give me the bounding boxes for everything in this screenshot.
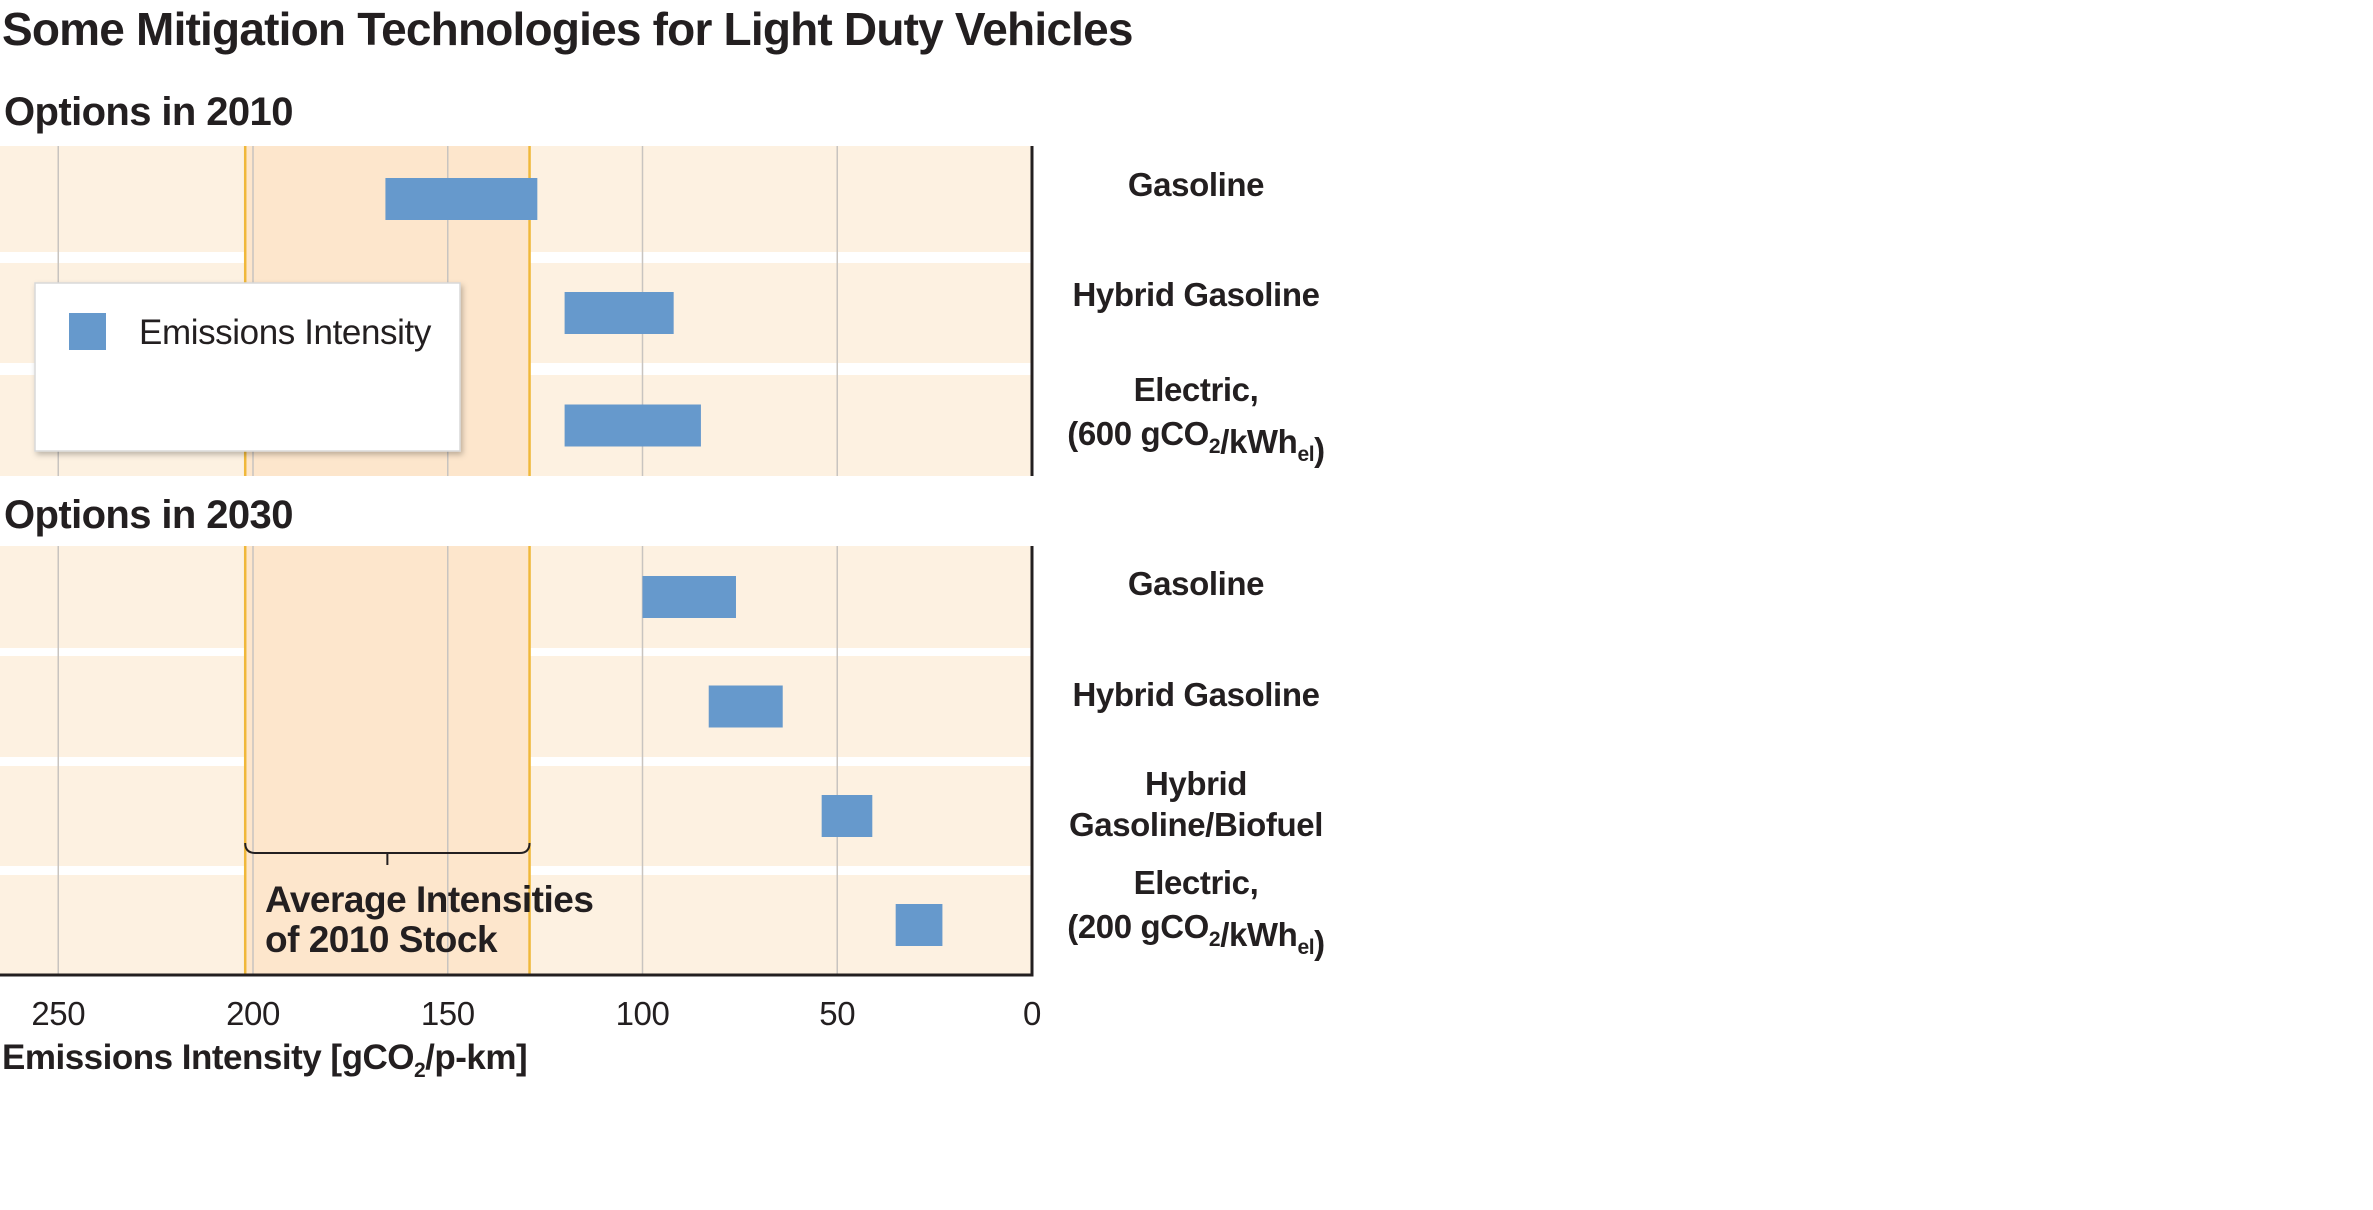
group-label-2010: Options in 2010 <box>4 90 293 134</box>
category-label: Gasoline/Biofuel <box>1069 806 1323 843</box>
x-tick-label: 50 <box>819 995 855 1032</box>
category-label: Gasoline <box>1128 565 1264 602</box>
legend-label: Emissions Intensity <box>139 313 432 352</box>
category-label: (200 gCO2/kWhel) <box>1067 908 1325 961</box>
annotation-line2: of 2010 Stock <box>265 919 498 960</box>
x-tick-label: 250 <box>31 995 85 1032</box>
annotation-bracket <box>244 842 531 865</box>
annotation: Average Intensities of 2010 Stock <box>244 842 594 960</box>
bar <box>821 795 873 837</box>
category-label: (600 gCO2/kWhel) <box>1067 415 1325 468</box>
reference-band-layer <box>243 146 531 975</box>
bar <box>385 178 538 220</box>
x-tick-label: 0 <box>1023 995 1041 1032</box>
bar <box>564 404 701 447</box>
legend-swatch <box>69 313 106 350</box>
axes-layer <box>0 146 1034 977</box>
bar <box>895 904 943 946</box>
category-label: Electric, <box>1134 864 1259 901</box>
bar <box>708 685 783 728</box>
category-labels: Gasoline Hybrid Gasoline Electric, (600 gCO… <box>1067 166 1325 961</box>
x-tick-label: 100 <box>616 995 670 1032</box>
legend-box <box>34 282 461 452</box>
x-tick-label: 200 <box>226 995 280 1032</box>
category-label: Hybrid Gasoline <box>1072 276 1319 313</box>
bar <box>564 292 674 334</box>
category-label: Hybrid Gasoline <box>1072 676 1319 713</box>
category-label: Electric, <box>1134 371 1259 408</box>
legend: Emissions Intensity <box>34 282 461 452</box>
x-tick-labels: 250 200 150 100 50 0 <box>31 995 1041 1032</box>
x-axis-label: Emissions Intensity [gCO2/p-km] <box>2 1038 527 1082</box>
annotation-line1: Average Intensities <box>265 879 593 920</box>
reference-band <box>245 546 530 975</box>
bar <box>642 576 736 618</box>
bars-layer <box>385 178 943 946</box>
x-tick-label: 150 <box>421 995 475 1032</box>
group-label-2030: Options in 2030 <box>4 493 293 537</box>
category-label: Gasoline <box>1128 166 1264 203</box>
category-label: Hybrid <box>1145 765 1247 802</box>
chart-title: Some Mitigation Technologies for Light D… <box>2 3 1133 55</box>
